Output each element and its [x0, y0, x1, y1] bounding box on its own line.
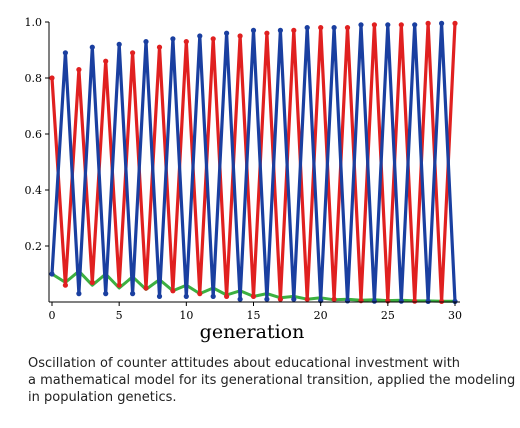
series-2-point [49, 271, 55, 277]
series-2-point [103, 291, 109, 297]
series-2-point [62, 50, 68, 56]
series-2-point [439, 20, 445, 26]
series-2-point [116, 41, 122, 48]
series-2-point [304, 25, 310, 31]
y-tick-label: 1.0 [25, 16, 43, 29]
x-tick-label: 20 [314, 309, 328, 322]
x-tick-label: 25 [381, 309, 395, 322]
series-1-point [76, 67, 82, 73]
series-2-point [371, 298, 377, 304]
series-2-point [277, 27, 283, 33]
series-1-point [143, 285, 149, 291]
series-1-point [62, 282, 68, 288]
series-1-point [89, 279, 95, 285]
series-2-point [76, 291, 82, 297]
series-1-point [210, 36, 216, 42]
series-1-point [439, 298, 445, 304]
series-2-point [130, 291, 136, 297]
series-1-point [412, 298, 418, 304]
series-2-point [358, 22, 364, 28]
series-1-point [250, 293, 257, 299]
series-1-point [264, 30, 270, 36]
series-1-point [277, 296, 283, 302]
series-2-point [344, 298, 351, 304]
y-tick-label: 0.8 [25, 72, 43, 85]
series-2-point [452, 298, 458, 304]
series-1-point [318, 25, 324, 31]
series-2-point [224, 30, 230, 36]
series-2-point [156, 293, 163, 299]
series-2-point [412, 22, 418, 28]
series-1-point [156, 44, 163, 50]
series-line-2 [50, 21, 457, 303]
x-tick-label: 10 [179, 309, 193, 322]
series-1-point [452, 20, 458, 26]
series-2-point [250, 27, 257, 33]
series-2-point [264, 296, 270, 302]
series-2-point [385, 22, 391, 28]
series-1-point [224, 293, 230, 299]
series-2-point [291, 296, 297, 302]
series-1-point [49, 75, 55, 81]
chart: 0 5 10 15 20 25 30 0.2 0.4 0.6 0.8 1.0 generation [25, 16, 463, 343]
series-2-point [197, 33, 203, 39]
y-tick-label: 0.6 [25, 128, 43, 141]
figure-caption: Oscillation of counter attitudes about e… [28, 356, 516, 405]
series-2-point [170, 36, 176, 42]
series-1-point [197, 291, 203, 297]
series-1-point [304, 296, 310, 302]
series-1-point [103, 58, 109, 64]
x-tick-label: 0 [49, 309, 56, 322]
y-tick-label: 0.4 [25, 184, 43, 197]
series-2-point [331, 25, 337, 31]
x-axis-label: generation [200, 321, 305, 343]
series-1-point [344, 25, 351, 31]
series-1-point [331, 296, 337, 302]
x-tick-label: 15 [247, 309, 261, 322]
series-2-point [237, 296, 243, 302]
series-1-point [237, 33, 243, 39]
tick-layer: 0 5 10 15 20 25 30 0.2 0.4 0.6 0.8 1.0 [25, 16, 463, 322]
series-2-point [183, 293, 189, 299]
series-1-point [183, 39, 189, 45]
series-2-point [210, 293, 216, 299]
series-2-point [398, 298, 404, 304]
series-1-point [425, 20, 431, 26]
y-tick-label: 0.2 [25, 240, 43, 253]
series-1-point [291, 27, 297, 33]
series-1-point [398, 22, 404, 28]
series-1-point [130, 50, 136, 56]
series-1-point [371, 22, 377, 28]
x-tick-label: 30 [448, 309, 462, 322]
series-1-point [170, 288, 176, 294]
series-layer [49, 20, 458, 304]
series-2-point [143, 39, 149, 45]
series-1-point [116, 282, 122, 288]
series-2-point [425, 298, 431, 304]
series-2-point [89, 44, 95, 50]
x-tick-label: 5 [116, 309, 123, 322]
